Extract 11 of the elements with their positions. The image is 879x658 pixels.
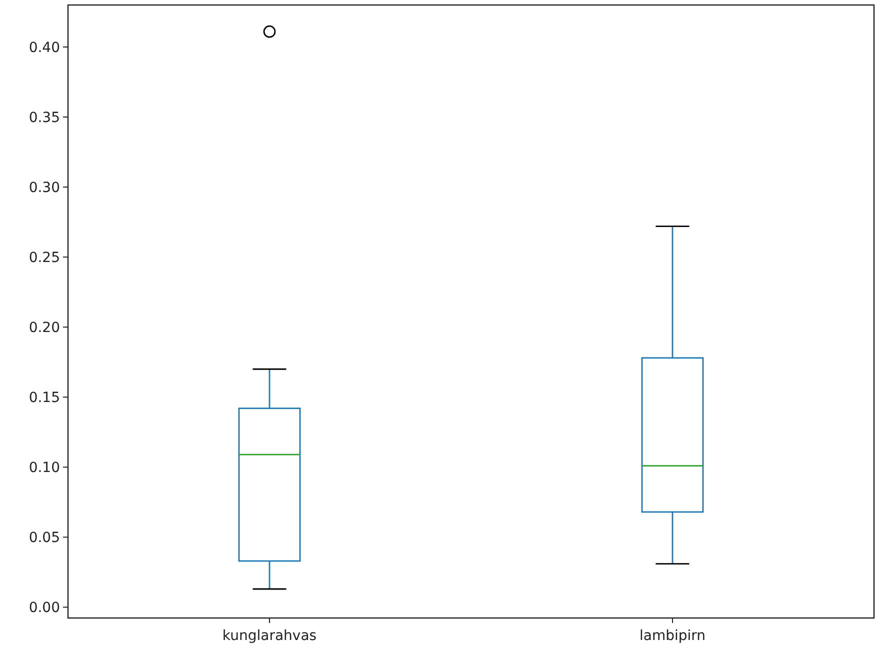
x-tick-label: kunglarahvas [222,628,317,644]
y-tick-label: 0.15 [28,390,60,406]
y-tick-label: 0.05 [28,530,60,546]
y-tick-label: 0.20 [28,320,60,336]
y-tick-label: 0.40 [28,40,60,56]
x-tick-label: lambipirn [639,628,706,644]
y-tick-label: 0.25 [28,250,60,266]
y-tick-label: 0.35 [28,110,60,126]
y-tick-label: 0.00 [28,600,60,616]
y-tick-label: 0.10 [28,460,60,476]
y-tick-label: 0.30 [28,180,60,196]
